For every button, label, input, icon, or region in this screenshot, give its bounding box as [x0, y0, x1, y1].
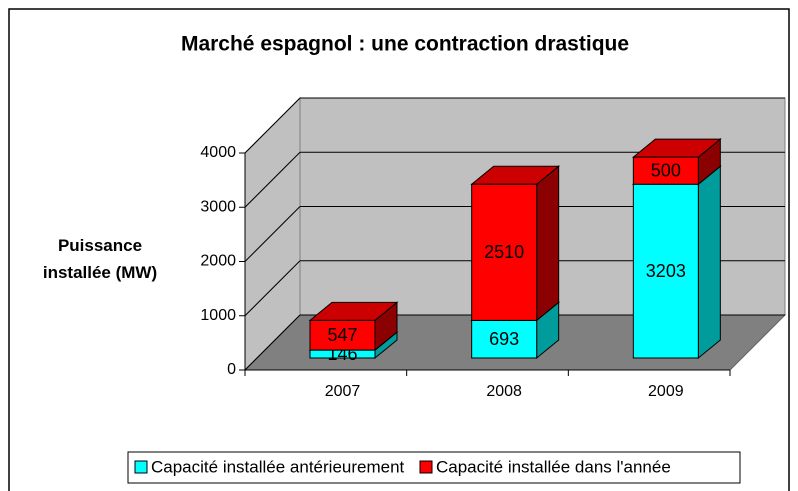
legend-label: Capacité installée dans l'année	[436, 457, 671, 476]
x-tick-label: 2008	[486, 383, 522, 400]
bar-side	[536, 165, 560, 322]
legend-box	[127, 451, 741, 484]
y-tick-label: 4000	[200, 144, 236, 161]
grid-line	[244, 97, 301, 154]
legend-swatch	[134, 460, 148, 474]
y-axis-label: Puissance installée (MW)	[42, 236, 158, 282]
y-tick-label: 3000	[200, 198, 236, 215]
bar-side	[697, 165, 721, 360]
y-tick-label: 1000	[200, 307, 236, 324]
bar	[309, 319, 376, 351]
grid-line	[244, 314, 301, 371]
bar	[632, 183, 699, 359]
x-tick-label: 2007	[325, 383, 361, 400]
grid-line	[244, 151, 301, 208]
legend-swatch	[419, 460, 433, 474]
bar	[471, 183, 538, 321]
grid-line	[244, 260, 301, 317]
value-label: 2510	[484, 242, 524, 262]
frame	[8, 8, 790, 491]
chart-title: Marché espagnol : une contraction drasti…	[181, 33, 629, 56]
bar	[632, 156, 699, 185]
grid-line	[244, 206, 301, 262]
x-tick-label: 2009	[648, 383, 684, 400]
y-tick-label: 2000	[200, 253, 236, 270]
value-label: 693	[489, 329, 519, 349]
y-tick-label: 0	[227, 361, 236, 378]
value-label: 500	[651, 160, 681, 180]
legend-label: Capacité installée antérieurement	[151, 457, 405, 476]
value-label: 547	[327, 325, 357, 345]
bar	[471, 319, 538, 359]
value-label: 3203	[646, 261, 686, 281]
